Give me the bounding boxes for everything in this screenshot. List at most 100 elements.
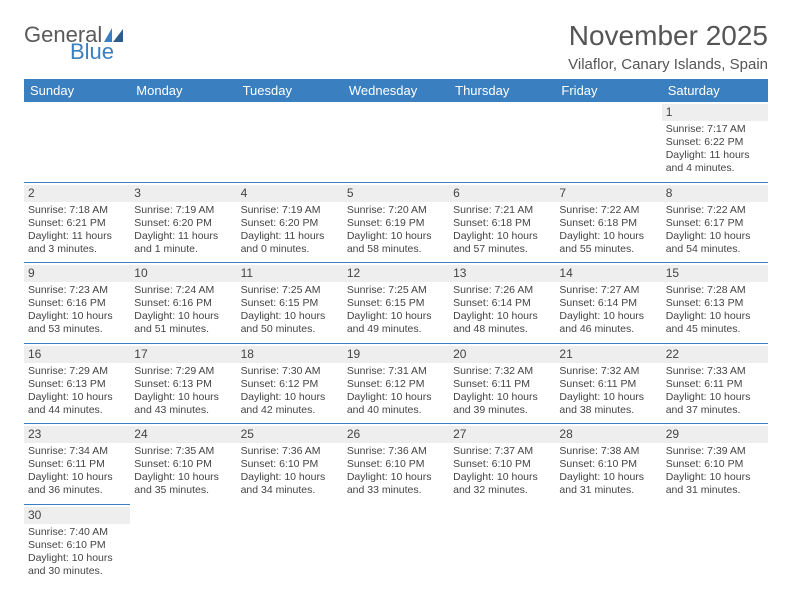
- sunset-text: Sunset: 6:12 PM: [241, 378, 339, 391]
- sunrise-text: Sunrise: 7:37 AM: [453, 445, 551, 458]
- daylight-text: Daylight: 10 hours and 58 minutes.: [347, 230, 445, 256]
- sunset-text: Sunset: 6:10 PM: [559, 458, 657, 471]
- sunrise-text: Sunrise: 7:30 AM: [241, 365, 339, 378]
- calendar-cell: 8Sunrise: 7:22 AMSunset: 6:17 PMDaylight…: [662, 182, 768, 263]
- sunrise-text: Sunrise: 7:22 AM: [666, 204, 764, 217]
- daylight-text: Daylight: 10 hours and 36 minutes.: [28, 471, 126, 497]
- sunset-text: Sunset: 6:21 PM: [28, 217, 126, 230]
- day-number: 17: [130, 346, 236, 363]
- daylight-text: Daylight: 10 hours and 38 minutes.: [559, 391, 657, 417]
- day-number: 10: [130, 265, 236, 282]
- calendar-row: 2Sunrise: 7:18 AMSunset: 6:21 PMDaylight…: [24, 182, 768, 263]
- calendar-cell: 26Sunrise: 7:36 AMSunset: 6:10 PMDayligh…: [343, 424, 449, 505]
- sunrise-text: Sunrise: 7:19 AM: [134, 204, 232, 217]
- weekday-header: Friday: [555, 79, 661, 102]
- calendar-cell: 10Sunrise: 7:24 AMSunset: 6:16 PMDayligh…: [130, 263, 236, 344]
- day-number: 5: [343, 185, 449, 202]
- calendar-cell: 17Sunrise: 7:29 AMSunset: 6:13 PMDayligh…: [130, 343, 236, 424]
- calendar-cell: 25Sunrise: 7:36 AMSunset: 6:10 PMDayligh…: [237, 424, 343, 505]
- calendar-cell: 5Sunrise: 7:20 AMSunset: 6:19 PMDaylight…: [343, 182, 449, 263]
- calendar-row: 9 Sunrise: 7:23 AMSunset: 6:16 PM Daylight…: [24, 263, 768, 344]
- sail-icon: [104, 23, 124, 37]
- sunset-text: Sunset: 6:22 PM: [666, 136, 764, 149]
- day-number: 11: [237, 265, 343, 282]
- daylight-text: Daylight: 10 hours and 35 minutes.: [134, 471, 232, 497]
- sunrise-text: Sunrise: 7:35 AM: [134, 445, 232, 458]
- sunrise-text: Sunrise: 7:24 AM: [134, 284, 232, 297]
- calendar-cell: 30Sunrise: 7:40 AMSunset: 6:10 PMDayligh…: [24, 504, 130, 584]
- calendar-cell: 1Sunrise: 7:17 AMSunset: 6:22 PMDaylight…: [662, 102, 768, 182]
- day-number: 13: [449, 265, 555, 282]
- calendar-cell: 18 Sunrise: 7:30 AMSunset: 6:12 PMDayligh…: [237, 343, 343, 424]
- daylight-text: Daylight: 10 hours and 37 minutes.: [666, 391, 764, 417]
- day-number: 20: [449, 346, 555, 363]
- day-number: 15: [662, 265, 768, 282]
- sunrise-text: Sunrise: 7:27 AM: [559, 284, 657, 297]
- title-block: November 2025 Vilaflor, Canary Islands, …: [568, 20, 768, 73]
- sunset-text: Sunset: 6:15 PM: [347, 297, 445, 310]
- calendar-cell: 28Sunrise: 7:38 AMSunset: 6:10 PMDayligh…: [555, 424, 661, 505]
- sunrise-text: Sunrise: 7:36 AM: [241, 445, 339, 458]
- sunrise-text: Sunrise: 7:23 AM: [28, 284, 126, 297]
- sunrise-text: Sunrise: 7:28 AM: [666, 284, 764, 297]
- day-number: 9: [24, 265, 130, 282]
- calendar-row: 30Sunrise: 7:40 AMSunset: 6:10 PMDayligh…: [24, 504, 768, 584]
- daylight-text: Daylight: 11 hours and 3 minutes.: [28, 230, 126, 256]
- calendar-cell: 23Sunrise: 7:34 AMSunset: 6:11 PMDayligh…: [24, 424, 130, 505]
- calendar-cell: 29Sunrise: 7:39 AMSunset: 6:10 PMDayligh…: [662, 424, 768, 505]
- day-number: 27: [449, 426, 555, 443]
- calendar-row: 16Sunrise: 7:29 AMSunset: 6:13 PMDayligh…: [24, 343, 768, 424]
- daylight-text: Daylight: 10 hours and 51 minutes.: [134, 310, 232, 336]
- sunrise-text: Sunrise: 7:32 AM: [453, 365, 551, 378]
- weekday-header: Tuesday: [237, 79, 343, 102]
- daylight-text: Daylight: 10 hours and 31 minutes.: [559, 471, 657, 497]
- calendar-cell: [237, 102, 343, 182]
- daylight-text: Daylight: 10 hours and 44 minutes.: [28, 391, 126, 417]
- calendar-table: Sunday Monday Tuesday Wednesday Thursday…: [24, 79, 768, 584]
- calendar-cell: 27Sunrise: 7:37 AMSunset: 6:10 PMDayligh…: [449, 424, 555, 505]
- sunrise-text: Sunrise: 7:31 AM: [347, 365, 445, 378]
- sunset-text: Sunset: 6:10 PM: [241, 458, 339, 471]
- sunrise-text: Sunrise: 7:19 AM: [241, 204, 339, 217]
- page-title: November 2025: [568, 20, 768, 52]
- calendar-cell: 24Sunrise: 7:35 AMSunset: 6:10 PMDayligh…: [130, 424, 236, 505]
- header: General Blue November 2025 Vilaflor, Can…: [24, 20, 768, 73]
- calendar-cell: 15Sunrise: 7:28 AMSunset: 6:13 PMDayligh…: [662, 263, 768, 344]
- day-number: 18: [237, 346, 343, 363]
- calendar-cell: 11Sunrise: 7:25 AMSunset: 6:15 PMDayligh…: [237, 263, 343, 344]
- sunset-text: Sunset: 6:13 PM: [134, 378, 232, 391]
- calendar-cell: 19Sunrise: 7:31 AMSunset: 6:12 PMDayligh…: [343, 343, 449, 424]
- day-number: 2: [24, 185, 130, 202]
- day-number: 24: [130, 426, 236, 443]
- sunrise-text: Sunrise: 7:40 AM: [28, 526, 126, 539]
- sunset-text: Sunset: 6:14 PM: [453, 297, 551, 310]
- day-number: 28: [555, 426, 661, 443]
- sunrise-text: Sunrise: 7:26 AM: [453, 284, 551, 297]
- sunset-text: Sunset: 6:13 PM: [666, 297, 764, 310]
- sunrise-text: Sunrise: 7:25 AM: [347, 284, 445, 297]
- sunrise-text: Sunrise: 7:29 AM: [134, 365, 232, 378]
- day-number: 1: [662, 104, 768, 121]
- calendar-row: 23Sunrise: 7:34 AMSunset: 6:11 PMDayligh…: [24, 424, 768, 505]
- calendar-cell: 6Sunrise: 7:21 AMSunset: 6:18 PMDaylight…: [449, 182, 555, 263]
- calendar-cell: [343, 102, 449, 182]
- day-number: 19: [343, 346, 449, 363]
- calendar-page: General Blue November 2025 Vilaflor, Can…: [0, 0, 792, 604]
- sunset-text: Sunset: 6:11 PM: [28, 458, 126, 471]
- daylight-text: Daylight: 10 hours and 39 minutes.: [453, 391, 551, 417]
- daylight-text: Daylight: 10 hours and 42 minutes.: [241, 391, 339, 417]
- calendar-cell: [662, 504, 768, 584]
- sunset-text: Sunset: 6:20 PM: [241, 217, 339, 230]
- daylight-text: Daylight: 10 hours and 54 minutes.: [666, 230, 764, 256]
- daylight-text: Daylight: 10 hours and 55 minutes.: [559, 230, 657, 256]
- day-number: 3: [130, 185, 236, 202]
- day-number: 30: [24, 507, 130, 524]
- sunrise-text: Sunrise: 7:36 AM: [347, 445, 445, 458]
- calendar-cell: [449, 504, 555, 584]
- daylight-text: Daylight: 10 hours and 30 minutes.: [28, 552, 126, 578]
- sunset-text: Sunset: 6:18 PM: [559, 217, 657, 230]
- sunset-text: Sunset: 6:14 PM: [559, 297, 657, 310]
- daylight-text: Daylight: 10 hours and 48 minutes.: [453, 310, 551, 336]
- sunrise-text: Sunrise: 7:17 AM: [666, 123, 764, 136]
- sunset-text: Sunset: 6:16 PM: [28, 297, 126, 310]
